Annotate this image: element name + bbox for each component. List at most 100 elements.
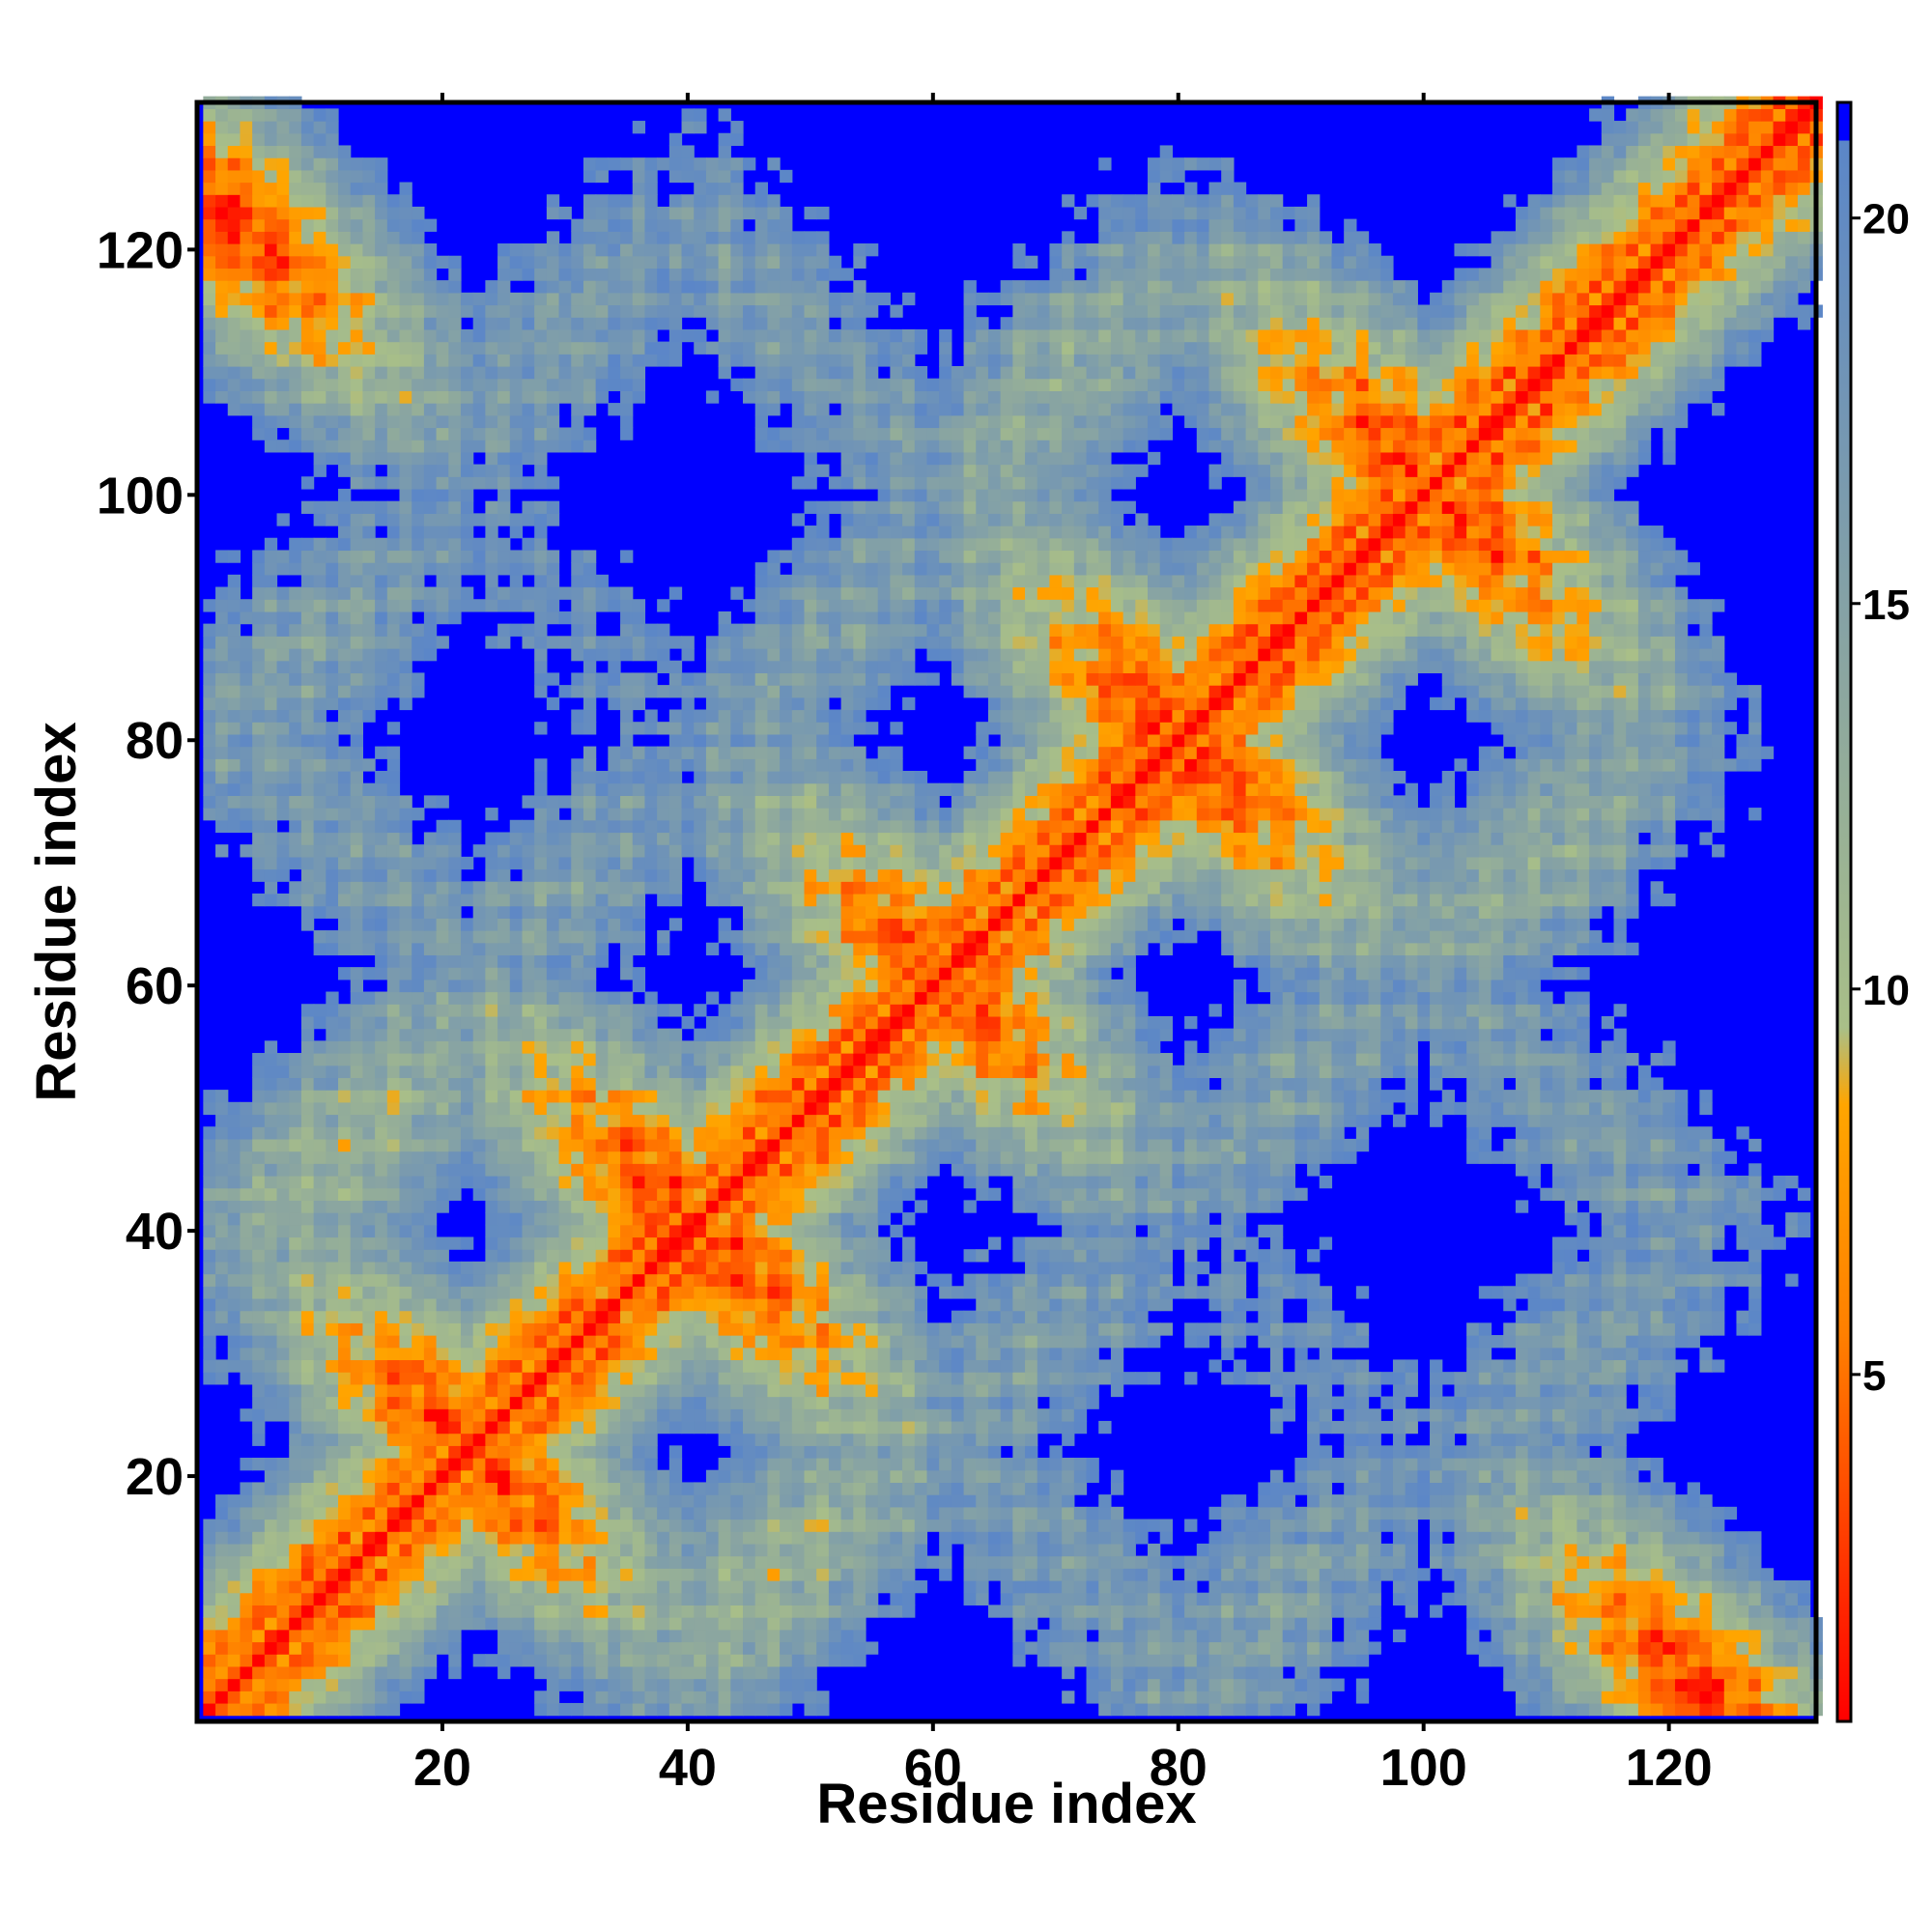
heatmap-cell [1589,1433,1603,1446]
heatmap-cell [215,1322,229,1336]
heatmap-cell [914,1151,928,1164]
heatmap-cell [780,1629,793,1643]
heatmap-cell [1355,1506,1370,1520]
heatmap-cell [386,1690,401,1704]
heatmap-cell [1478,1579,1492,1594]
heatmap-cell [853,1322,867,1336]
heatmap-cell [694,1690,707,1704]
heatmap-cell [436,1458,449,1471]
heatmap-cell [1073,1286,1088,1299]
heatmap-cell [1294,1469,1308,1484]
heatmap-cell [326,1273,339,1287]
heatmap-cell [472,1654,486,1667]
heatmap-cell [386,1138,401,1152]
heatmap-cell [754,1543,769,1557]
heatmap-cell [730,1297,744,1312]
heatmap-cell [1527,1347,1541,1361]
heatmap-cell [252,1420,266,1435]
heatmap-cell [620,1665,634,1680]
heatmap-cell [1037,1482,1051,1495]
heatmap-cell [1748,1163,1762,1177]
heatmap-cell [1662,1224,1676,1238]
heatmap-cell [1478,1531,1492,1545]
heatmap-cell [1392,1372,1406,1385]
heatmap-cell [791,1458,806,1471]
heatmap-cell [436,1506,449,1520]
heatmap-cell [1637,1617,1652,1631]
heatmap-cell [240,1690,253,1704]
heatmap-cell [743,1236,756,1250]
heatmap-cell [1025,1359,1038,1373]
heatmap-cell [313,1690,327,1704]
heatmap-cell [1062,1335,1075,1349]
heatmap-cell [1037,1372,1051,1385]
heatmap-cell [694,1702,707,1717]
heatmap-cell [890,1555,903,1569]
heatmap-cell [497,1617,511,1631]
heatmap-cell [608,1126,621,1140]
heatmap-cell [300,1347,315,1361]
heatmap-cell [1159,1297,1174,1312]
heatmap-cell [497,1187,511,1201]
heatmap-cell [399,1200,412,1213]
heatmap-cell [522,1138,535,1152]
heatmap-cell [608,1665,621,1680]
heatmap-cell [362,1297,376,1312]
heatmap-cell [1748,1555,1762,1569]
heatmap-cell [522,1175,535,1189]
heatmap-cell [448,1310,462,1323]
heatmap-cell [1319,1506,1333,1520]
heatmap-cell [1148,1126,1161,1140]
heatmap-cell [1552,1347,1566,1361]
heatmap-cell [375,1114,388,1127]
heatmap-cell [1662,1359,1676,1373]
heatmap-cell [1503,1579,1517,1594]
heatmap-cell [657,1372,670,1385]
heatmap-cell [914,1297,928,1312]
heatmap-cell [1589,1579,1603,1594]
heatmap-cell [914,1396,928,1409]
heatmap-cell [276,1690,290,1704]
heatmap-cell [644,1261,658,1275]
heatmap-cell [1577,1641,1590,1655]
heatmap-cell [987,1445,1002,1459]
heatmap-cell [1135,1579,1149,1594]
heatmap-cell [582,1555,597,1569]
heatmap-cell [743,1347,756,1361]
heatmap-cell [608,1445,621,1459]
heatmap-cell [1601,1286,1615,1299]
heatmap-cell [914,1138,928,1152]
heatmap-cell [1122,1335,1136,1349]
heatmap-cell [1269,1568,1284,1581]
heatmap-cell [412,1617,425,1631]
heatmap-cell [497,1212,511,1226]
heatmap-cell [730,1654,744,1667]
heatmap-cell [1773,1690,1786,1704]
heatmap-cell [338,1531,352,1545]
heatmap-cell [1650,1286,1663,1299]
heatmap-cell [215,1126,229,1140]
heatmap-cell [791,1408,806,1422]
heatmap-cell [534,1383,548,1398]
heatmap-cell [681,1408,695,1422]
heatmap-cell [534,1654,548,1667]
heatmap-cell [791,1163,806,1177]
heatmap-cell [472,1126,486,1140]
heatmap-cell [558,1347,572,1361]
heatmap-cell [767,1347,781,1361]
heatmap-cell [1491,1605,1504,1618]
heatmap-cell [1098,1629,1112,1643]
heatmap-cell [1233,1702,1247,1717]
heatmap-cell [1478,1654,1492,1667]
heatmap-cell [1148,1641,1161,1655]
heatmap-cell [1172,1163,1185,1177]
heatmap-cell [460,1482,474,1495]
heatmap-cell [264,1322,278,1336]
heatmap-cell [1148,1322,1161,1336]
heatmap-cell [1025,1347,1038,1361]
heatmap-cell [816,1420,830,1435]
heatmap-cell [890,1261,903,1275]
heatmap-cell [1073,1383,1088,1398]
heatmap-cell [485,1297,498,1312]
heatmap-cell [1577,1568,1590,1581]
